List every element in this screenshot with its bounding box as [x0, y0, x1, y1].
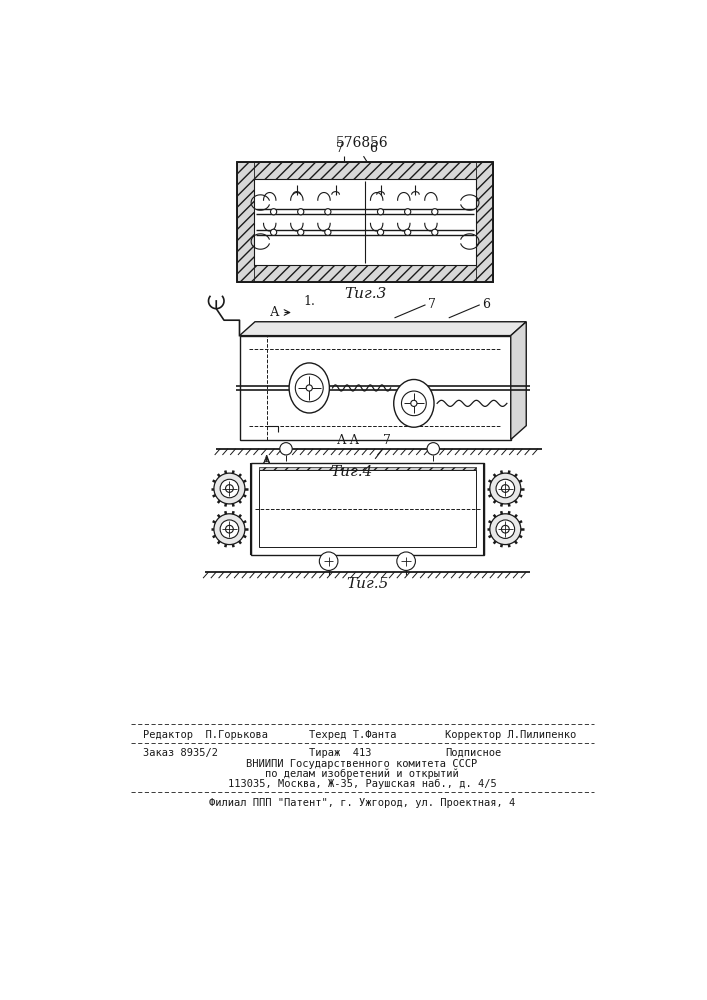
Text: Редактор  П.Горькова: Редактор П.Горькова [143, 730, 268, 740]
Text: 7: 7 [337, 142, 344, 155]
Text: 1.: 1. [303, 295, 315, 308]
Bar [237, 162, 493, 179]
Bar [237, 162, 255, 282]
Polygon shape [240, 322, 526, 336]
Bar [237, 265, 493, 282]
Circle shape [411, 400, 417, 406]
Bar [476, 162, 493, 282]
Text: Τиг.3: Τиг.3 [344, 287, 386, 301]
Circle shape [402, 391, 426, 416]
Circle shape [490, 514, 521, 545]
Ellipse shape [289, 363, 329, 413]
Text: 6: 6 [370, 142, 378, 155]
Text: Тираж  413: Тираж 413 [309, 748, 372, 758]
Text: Филиал ППП "Патент", г. Ужгород, ул. Проектная, 4: Филиал ППП "Патент", г. Ужгород, ул. Про… [209, 798, 515, 808]
Circle shape [220, 520, 239, 538]
Circle shape [501, 525, 509, 533]
Circle shape [427, 443, 440, 455]
Bar [240, 336, 510, 440]
Text: 7: 7 [382, 434, 391, 447]
Bar [251, 463, 484, 555]
Text: 6: 6 [482, 298, 490, 311]
Circle shape [490, 473, 521, 504]
Circle shape [271, 209, 276, 215]
Circle shape [226, 485, 233, 492]
Bar [237, 162, 493, 282]
Circle shape [432, 229, 438, 235]
Circle shape [404, 209, 411, 215]
Circle shape [306, 385, 312, 391]
Circle shape [226, 525, 233, 533]
Text: Τиг.4: Τиг.4 [331, 465, 373, 479]
Text: 576856: 576856 [336, 136, 388, 150]
Circle shape [496, 520, 515, 538]
Text: ВНИИПИ Государственного комитета СССР: ВНИИПИ Государственного комитета СССР [246, 759, 477, 769]
Text: Τиг.5: Τиг.5 [346, 577, 389, 591]
Circle shape [214, 473, 245, 504]
Text: Подписное: Подписное [445, 748, 501, 758]
Circle shape [325, 229, 331, 235]
Circle shape [501, 485, 509, 492]
Circle shape [296, 374, 323, 402]
Text: А-А: А-А [337, 434, 360, 447]
Circle shape [298, 229, 304, 235]
Ellipse shape [394, 379, 434, 427]
Circle shape [496, 479, 515, 498]
Circle shape [271, 229, 276, 235]
Text: А: А [270, 306, 280, 319]
Polygon shape [510, 322, 526, 440]
Circle shape [214, 514, 245, 545]
Circle shape [220, 479, 239, 498]
Text: 113035, Москва, Ж-35, Раушская наб., д. 4/5: 113035, Москва, Ж-35, Раушская наб., д. … [228, 779, 496, 789]
Circle shape [432, 209, 438, 215]
Circle shape [280, 443, 292, 455]
Circle shape [325, 209, 331, 215]
Text: Техред Т.Фанта: Техред Т.Фанта [309, 730, 397, 740]
Circle shape [378, 209, 384, 215]
Circle shape [320, 552, 338, 570]
Text: Заказ 8935/2: Заказ 8935/2 [143, 748, 218, 758]
Bar [237, 162, 493, 282]
Text: А: А [262, 455, 271, 468]
Circle shape [397, 552, 416, 570]
Circle shape [298, 209, 304, 215]
Text: 7: 7 [428, 298, 436, 311]
Bar [259, 470, 476, 547]
Circle shape [404, 229, 411, 235]
Bar [259, 466, 476, 470]
Text: по делам изобретений и открытий: по делам изобретений и открытий [265, 768, 459, 779]
Text: Корректор Л.Пилипенко: Корректор Л.Пилипенко [445, 730, 576, 740]
Circle shape [378, 229, 384, 235]
Bar [255, 179, 476, 265]
